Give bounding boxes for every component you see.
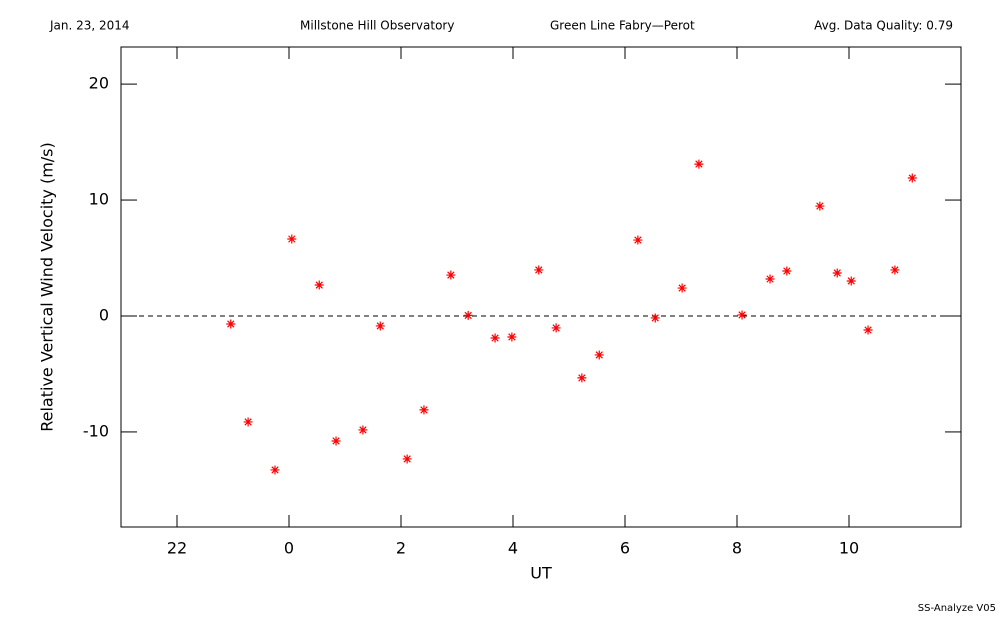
point	[270, 465, 280, 475]
point	[907, 173, 917, 183]
footer: SS-Analyze V05	[918, 603, 996, 614]
point	[650, 313, 660, 323]
instrument: Green Line Fabry—Perot	[550, 19, 695, 33]
point	[577, 373, 587, 383]
point	[419, 405, 429, 415]
point	[633, 235, 643, 245]
point	[446, 270, 456, 280]
plot-frame	[120, 46, 962, 528]
y-tick-label: -10	[83, 421, 109, 440]
x-tick-label: 8	[732, 539, 742, 558]
point	[331, 436, 341, 446]
x-axis-label: UT	[530, 564, 552, 583]
point	[226, 319, 236, 329]
y-tick-label: 10	[89, 190, 109, 209]
point	[375, 321, 385, 331]
point	[782, 266, 792, 276]
point	[594, 350, 604, 360]
point	[832, 268, 842, 278]
point	[890, 265, 900, 275]
point	[358, 425, 368, 435]
point	[677, 283, 687, 293]
point	[534, 265, 544, 275]
point	[737, 310, 747, 320]
point	[314, 280, 324, 290]
point	[765, 274, 775, 284]
x-tick-label: 4	[508, 539, 518, 558]
point	[551, 323, 561, 333]
observatory: Millstone Hill Observatory	[300, 19, 454, 33]
x-tick-label: 0	[284, 539, 294, 558]
point	[463, 310, 473, 320]
point	[694, 159, 704, 169]
point	[846, 276, 856, 286]
point	[402, 454, 412, 464]
point	[490, 333, 500, 343]
x-tick-label: 10	[839, 539, 859, 558]
x-tick-label: 22	[167, 539, 187, 558]
point	[815, 201, 825, 211]
data-quality: Avg. Data Quality: 0.79	[814, 19, 953, 33]
point	[863, 325, 873, 335]
y-tick-label: 0	[99, 305, 109, 324]
y-axis-label: Relative Vertical Wind Velocity (m/s)	[38, 142, 57, 432]
date: Jan. 23, 2014	[49, 19, 130, 33]
point	[287, 234, 297, 244]
y-tick-label: 20	[89, 74, 109, 93]
x-tick-label: 2	[396, 539, 406, 558]
point	[507, 332, 517, 342]
point	[243, 417, 253, 427]
x-tick-label: 6	[620, 539, 630, 558]
